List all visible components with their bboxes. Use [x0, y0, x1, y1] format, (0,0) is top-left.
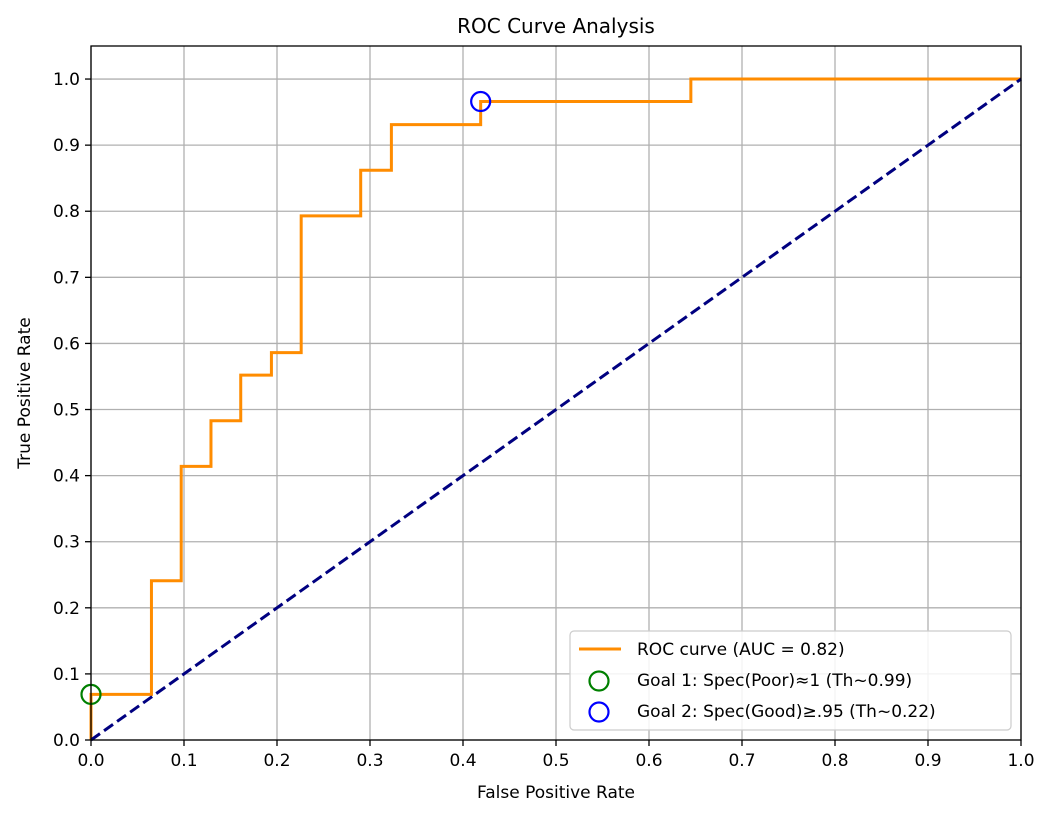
y-tick-label: 0.4	[53, 467, 80, 487]
legend-label: ROC curve (AUC = 0.82)	[637, 640, 845, 660]
y-tick-label: 0.6	[53, 334, 80, 354]
y-tick-label: 0.7	[53, 268, 80, 288]
y-tick-label: 0.5	[53, 401, 80, 421]
y-tick-label: 0.3	[53, 533, 80, 553]
legend-label: Goal 2: Spec(Good)≥.95 (Th~0.22)	[637, 702, 936, 722]
y-tick-label: 0.9	[53, 136, 80, 156]
x-tick-label: 0.9	[914, 751, 941, 771]
y-tick-label: 0.0	[53, 731, 80, 751]
x-tick-label: 0.1	[170, 751, 197, 771]
y-tick-label: 1.0	[53, 70, 80, 90]
x-tick-label: 1.0	[1007, 751, 1034, 771]
legend-box	[569, 630, 1012, 731]
random-chance-diagonal	[90, 77, 1022, 742]
y-tick-label: 0.2	[53, 599, 80, 619]
y-tick-label: 0.1	[53, 665, 80, 685]
plot-series	[80, 77, 1022, 742]
legend-label: Goal 1: Spec(Poor)≈1 (Th~0.99)	[637, 671, 912, 691]
x-tick-label: 0.8	[821, 751, 848, 771]
x-tick-label: 0.3	[356, 751, 383, 771]
goal-point-marker	[470, 90, 492, 113]
legend: ROC curve (AUC = 0.82) Goal 1: Spec(Poor)…	[569, 630, 1012, 731]
x-tick-label: 0.5	[542, 751, 569, 771]
x-axis-title: False Positive Rate	[477, 783, 635, 803]
x-tick-label: 0.6	[635, 751, 662, 771]
x-tick-label: 0.7	[728, 751, 755, 771]
y-axis-title: True Positive Rate	[15, 317, 35, 469]
chart-title: ROC Curve Analysis	[457, 14, 655, 38]
legend-circle-swatch	[588, 701, 610, 723]
x-tick-label: 0.2	[263, 751, 290, 771]
x-tick-label: 0.0	[77, 751, 104, 771]
axis-ticks: 0.0 0.1 0.2 0.3 0.4 0.5 0.6 0.7 0.8 0.9 1.0 0.0 0.1 0…	[53, 70, 1035, 771]
y-tick-label: 0.8	[53, 202, 80, 222]
legend-circle-swatch	[588, 670, 610, 692]
x-tick-label: 0.4	[449, 751, 476, 771]
roc-curve-line	[89, 77, 1021, 740]
